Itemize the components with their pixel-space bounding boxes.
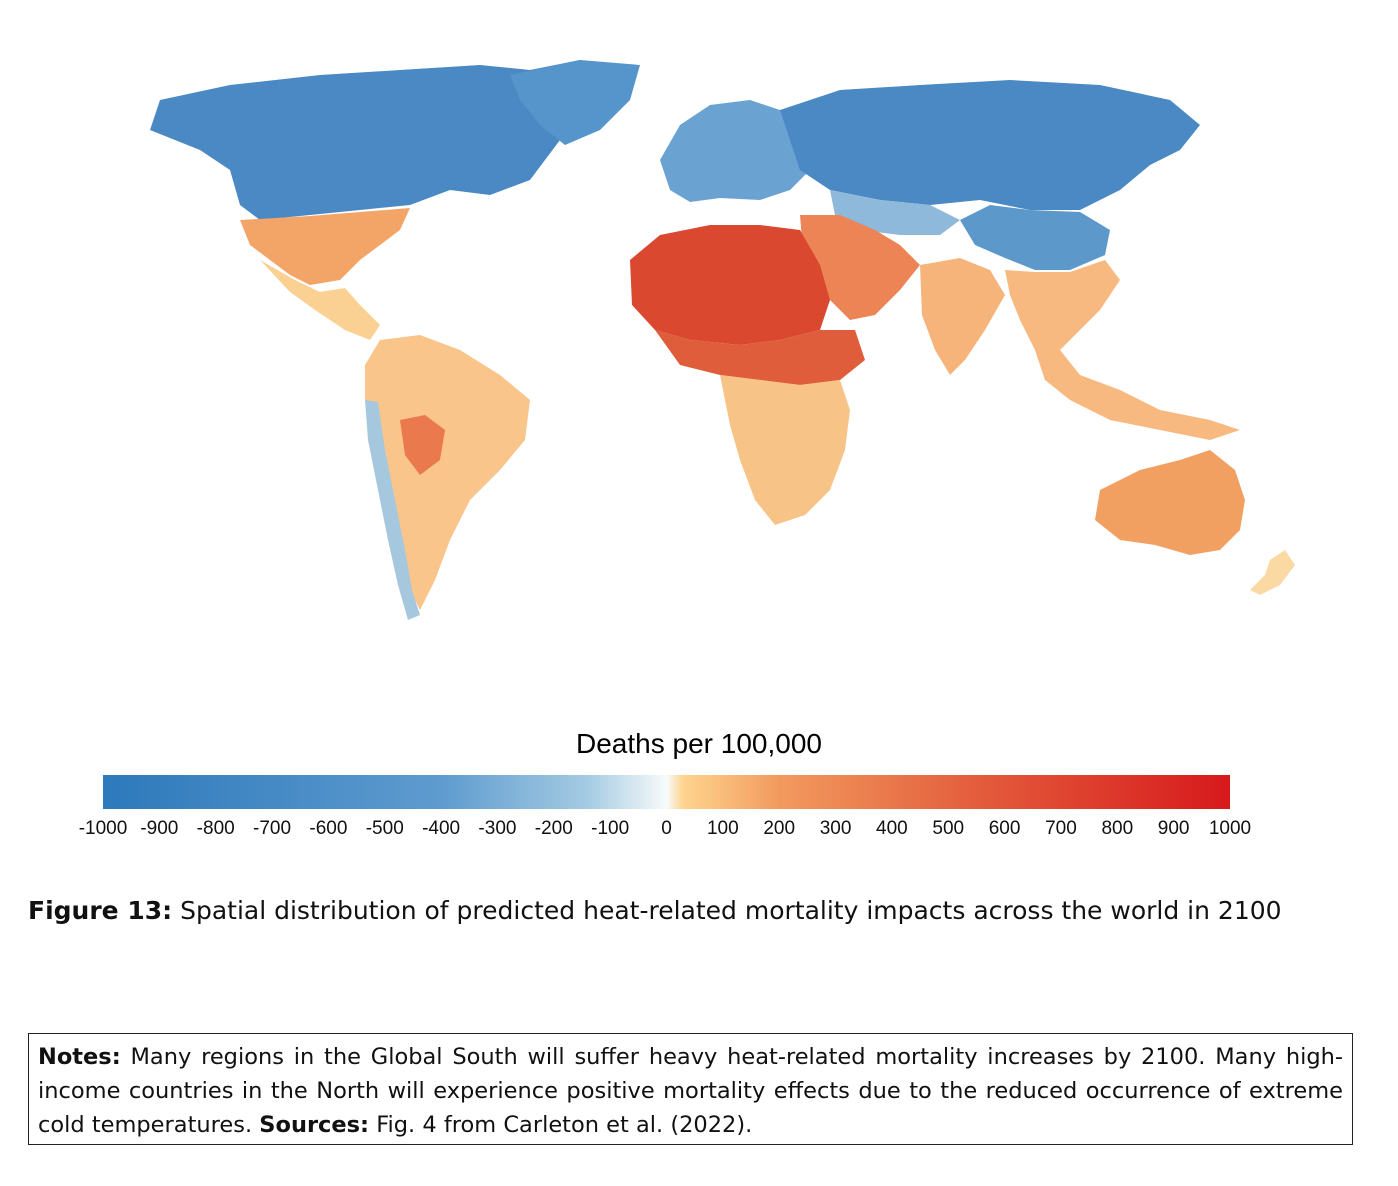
legend-tick-label: -800 <box>196 818 235 839</box>
legend-tick-label: -100 <box>591 818 630 839</box>
legend-tick-label: -300 <box>478 818 517 839</box>
legend-tick-label: 100 <box>706 818 739 839</box>
legend-tick-label: 800 <box>1101 818 1134 839</box>
legend-tick-label: 400 <box>876 818 908 839</box>
region-china <box>960 205 1110 270</box>
legend-tick-label: 600 <box>988 818 1021 839</box>
region-australia <box>1095 450 1245 555</box>
legend-tick-labels: -1000 -900 -800 -700 -600 -500 -400 -300 -200 -10… <box>0 818 1398 848</box>
figure-caption-text: Spatial distribution of predicted heat-r… <box>180 896 1282 925</box>
region-south-america-andes <box>365 400 420 620</box>
notes-box: Notes: Many regions in the Global South … <box>28 1033 1353 1145</box>
region-greenland <box>510 60 640 145</box>
legend-tick-label: 200 <box>763 818 796 839</box>
region-north-america-south <box>240 208 410 285</box>
region-north-america-north <box>150 60 620 220</box>
region-southeast-asia <box>1005 260 1240 440</box>
legend-tick-label: -600 <box>309 818 348 839</box>
legend-tick-label: -700 <box>253 818 292 839</box>
region-sahel <box>655 330 865 385</box>
region-new-zealand <box>1250 550 1295 595</box>
legend-tick-label: 0 <box>661 818 672 839</box>
figure-caption: Figure 13: Spatial distribution of predi… <box>28 893 1358 929</box>
sources-label: Sources: <box>259 1112 370 1138</box>
legend-title: Deaths per 100,000 <box>576 728 822 759</box>
legend-tick-label: 900 <box>1157 818 1190 839</box>
legend-tick-label: 500 <box>932 818 965 839</box>
region-middle-east <box>800 215 920 320</box>
sources-text: Fig. 4 from Carleton et al. (2022). <box>376 1112 753 1138</box>
region-central-asia <box>830 190 960 235</box>
legend-tick-label: -900 <box>140 818 179 839</box>
legend-tick-label: -1000 <box>78 818 128 839</box>
region-india <box>920 258 1005 375</box>
region-southern-africa <box>720 375 850 525</box>
legend-tick-label: 1000 <box>1208 818 1252 839</box>
region-europe <box>660 100 810 202</box>
world-map <box>150 60 1295 620</box>
notes-label: Notes: <box>38 1044 121 1070</box>
region-south-america <box>365 335 530 610</box>
region-north-africa <box>630 225 830 345</box>
legend-tick-label: -400 <box>422 818 461 839</box>
notes-text: Many regions in the Global South will su… <box>38 1044 1343 1138</box>
legend-tick-label: -500 <box>365 818 404 839</box>
figure-caption-label: Figure 13: <box>28 896 173 925</box>
legend-tick-label: -200 <box>534 818 573 839</box>
legend-tick-label: 300 <box>819 818 852 839</box>
legend-colorbar <box>103 775 1230 809</box>
region-south-america-central <box>400 415 445 475</box>
legend-tick-label: 700 <box>1045 818 1077 839</box>
region-russia <box>780 80 1200 210</box>
region-central-america <box>260 260 380 340</box>
